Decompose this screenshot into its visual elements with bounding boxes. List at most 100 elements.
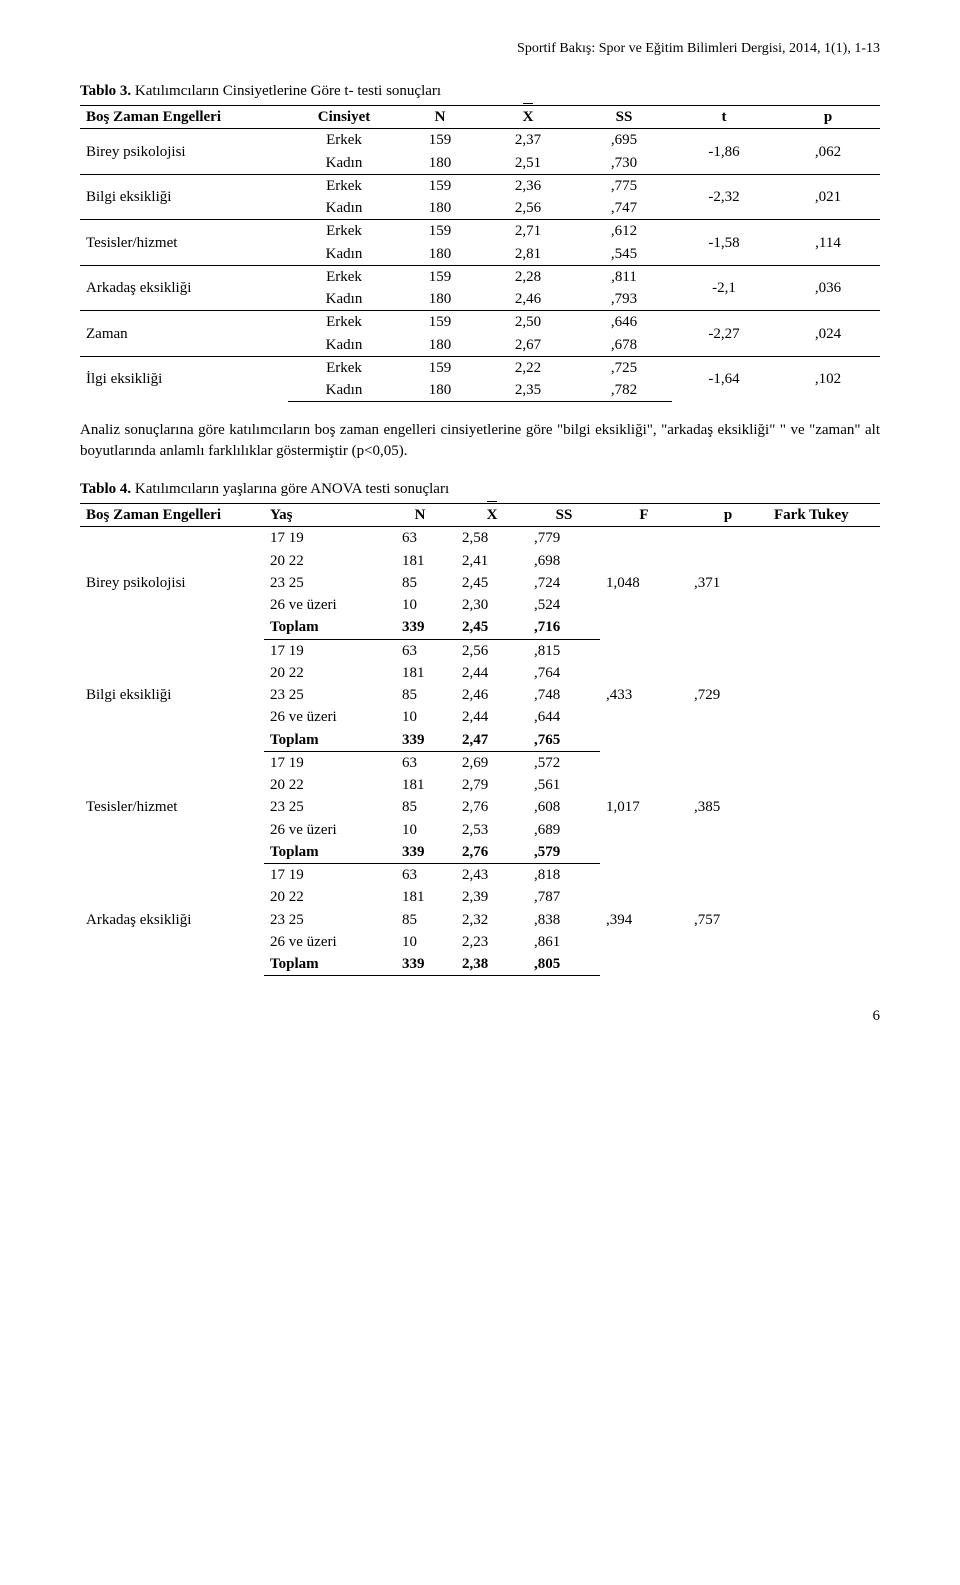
t3-cell: Kadın — [288, 379, 400, 402]
t3-group-label: Zaman — [80, 311, 288, 357]
t3-t: -2,32 — [672, 174, 776, 220]
t4-tukey-cell — [768, 527, 880, 639]
t4-ss-cell: ,838 — [528, 909, 600, 931]
t3-cell: 2,35 — [480, 379, 576, 402]
t4-total-x: 2,38 — [456, 953, 528, 976]
t4-x-cell: 2,79 — [456, 774, 528, 796]
t4-n-cell: 85 — [384, 572, 456, 594]
table4-caption: Tablo 4. Katılımcıların yaşlarına göre A… — [80, 479, 880, 499]
t4-total-x: 2,47 — [456, 729, 528, 752]
t4-p-cell: ,729 — [688, 639, 768, 751]
t4-age-cell: 20 22 — [264, 886, 384, 908]
t3-h-t: t — [672, 106, 776, 129]
t4-total-label: Toplam — [264, 953, 384, 976]
t4-h-ss: SS — [528, 504, 600, 527]
t4-n-cell: 85 — [384, 684, 456, 706]
t4-total-n: 339 — [384, 616, 456, 639]
t4-age-cell: 17 19 — [264, 527, 384, 550]
t3-p: ,114 — [776, 220, 880, 266]
t4-ss-cell: ,861 — [528, 931, 600, 953]
t4-tukey-cell — [768, 639, 880, 751]
table-row: Arkadaş eksikliği17 19632,43,818,394,757 — [80, 864, 880, 887]
t3-cell: Kadın — [288, 288, 400, 311]
t3-cell: 180 — [400, 197, 480, 220]
t4-age-cell: 26 ve üzeri — [264, 819, 384, 841]
t3-cell: 159 — [400, 356, 480, 379]
t3-group-label: Arkadaş eksikliği — [80, 265, 288, 311]
t4-ss-cell: ,787 — [528, 886, 600, 908]
table4-header-row: Boş Zaman Engelleri Yaş N X SS F p Fark … — [80, 504, 880, 527]
t4-total-x: 2,45 — [456, 616, 528, 639]
t3-cell: 180 — [400, 152, 480, 175]
t3-cell: ,695 — [576, 129, 672, 152]
t3-cell: 2,36 — [480, 174, 576, 197]
table-row: İlgi eksikliğiErkek1592,22,725-1,64,102 — [80, 356, 880, 379]
t3-p: ,036 — [776, 265, 880, 311]
t4-total-n: 339 — [384, 729, 456, 752]
t3-cell: Erkek — [288, 311, 400, 334]
t4-n-cell: 85 — [384, 796, 456, 818]
t4-n-cell: 10 — [384, 706, 456, 728]
t4-ss-cell: ,524 — [528, 594, 600, 616]
t4-x-cell: 2,41 — [456, 550, 528, 572]
t4-age-cell: 17 19 — [264, 751, 384, 774]
page-number: 6 — [80, 1006, 880, 1026]
t4-total-n: 339 — [384, 953, 456, 976]
t4-n-cell: 181 — [384, 886, 456, 908]
analysis-paragraph: Analiz sonuçlarına göre katılımcıların b… — [80, 420, 880, 461]
t4-h-f: F — [600, 504, 688, 527]
t4-total-n: 339 — [384, 841, 456, 864]
t3-cell: Kadın — [288, 152, 400, 175]
t3-cell: 159 — [400, 174, 480, 197]
t4-ss-cell: ,689 — [528, 819, 600, 841]
t3-h-x: X — [480, 106, 576, 129]
t3-cell: 159 — [400, 265, 480, 288]
t4-h-yas: Yaş — [264, 504, 384, 527]
t3-t: -1,64 — [672, 356, 776, 402]
t4-h-p: p — [688, 504, 768, 527]
table-row: Birey psikolojisi17 19632,58,7791,048,37… — [80, 527, 880, 550]
t3-cell: ,545 — [576, 243, 672, 266]
t4-total-x: 2,76 — [456, 841, 528, 864]
t4-h-n: N — [384, 504, 456, 527]
t3-cell: Erkek — [288, 129, 400, 152]
t3-cell: 159 — [400, 311, 480, 334]
t4-age-cell: 23 25 — [264, 572, 384, 594]
t4-p-cell: ,757 — [688, 864, 768, 976]
t3-t: -1,86 — [672, 129, 776, 175]
t3-p: ,021 — [776, 174, 880, 220]
t4-f-cell: ,394 — [600, 864, 688, 976]
t4-n-cell: 10 — [384, 594, 456, 616]
t4-ss-cell: ,561 — [528, 774, 600, 796]
t4-n-cell: 181 — [384, 550, 456, 572]
t4-ss-cell: ,818 — [528, 864, 600, 887]
t3-cell: 159 — [400, 129, 480, 152]
t3-cell: Kadın — [288, 334, 400, 357]
t4-group-label: Birey psikolojisi — [80, 527, 264, 639]
t4-h-engel: Boş Zaman Engelleri — [80, 504, 264, 527]
t4-x-cell: 2,53 — [456, 819, 528, 841]
t4-total-ss: ,805 — [528, 953, 600, 976]
t4-x-cell: 2,23 — [456, 931, 528, 953]
t4-age-cell: 23 25 — [264, 796, 384, 818]
table-row: Bilgi eksikliğiErkek1592,36,775-2,32,021 — [80, 174, 880, 197]
t4-x-cell: 2,30 — [456, 594, 528, 616]
t4-group-label: Arkadaş eksikliği — [80, 864, 264, 976]
table3-caption-text: Katılımcıların Cinsiyetlerine Göre t- te… — [131, 83, 441, 99]
t3-p: ,102 — [776, 356, 880, 402]
t3-cell: Erkek — [288, 174, 400, 197]
t4-group-label: Tesisler/hizmet — [80, 751, 264, 863]
t3-cell: Kadın — [288, 197, 400, 220]
t3-cell: Kadın — [288, 243, 400, 266]
t4-f-cell: 1,048 — [600, 527, 688, 639]
t4-ss-cell: ,815 — [528, 639, 600, 662]
t3-p: ,062 — [776, 129, 880, 175]
t3-cell: 2,67 — [480, 334, 576, 357]
t4-ss-cell: ,608 — [528, 796, 600, 818]
t3-cell: ,793 — [576, 288, 672, 311]
t3-h-ss: SS — [576, 106, 672, 129]
t3-cell: ,725 — [576, 356, 672, 379]
t4-h-x: X — [456, 504, 528, 527]
t3-cell: ,811 — [576, 265, 672, 288]
t4-tukey-cell — [768, 751, 880, 863]
